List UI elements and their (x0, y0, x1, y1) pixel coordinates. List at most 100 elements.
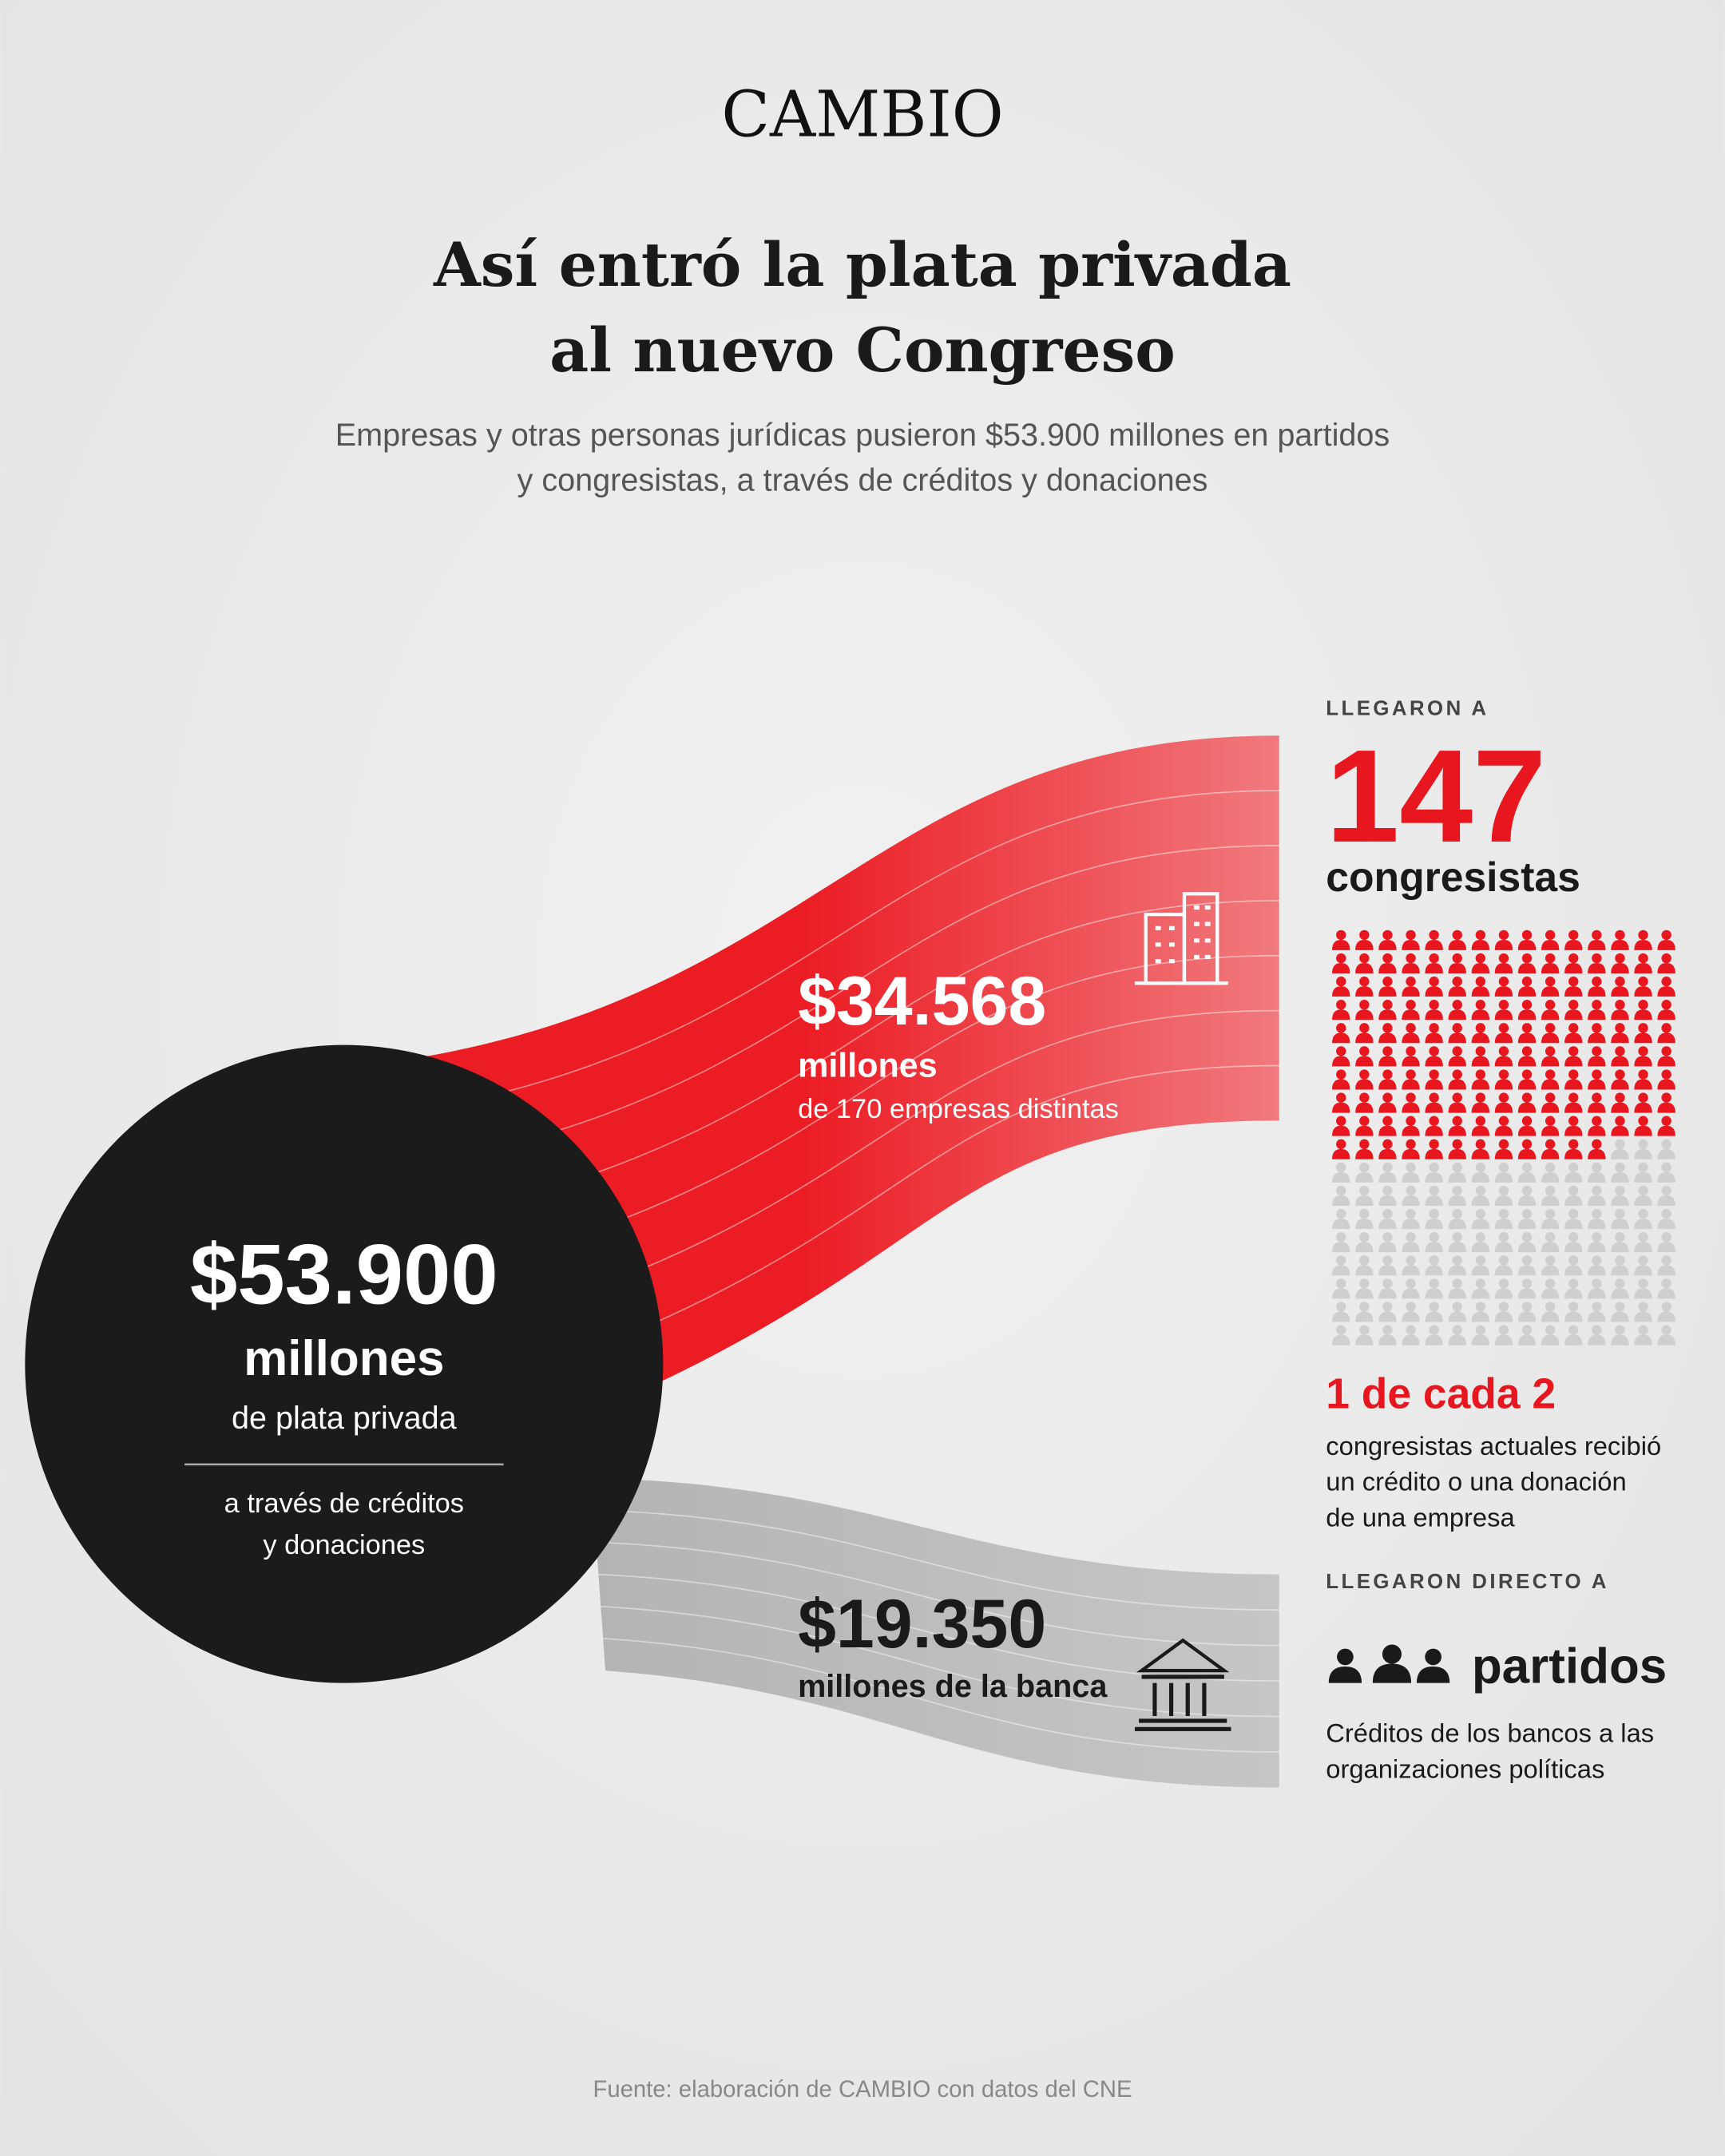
person-head (1545, 1232, 1556, 1242)
person-body (1332, 1311, 1350, 1322)
person-head (1661, 1092, 1671, 1103)
person-head (1638, 1302, 1648, 1312)
person-icon (1564, 1000, 1583, 1021)
congress-label: congresistas (1326, 854, 1580, 900)
person-head (1452, 1325, 1462, 1335)
person-body (1402, 1334, 1420, 1346)
person-icon (1494, 1046, 1513, 1067)
person-body (1494, 963, 1513, 973)
person-icon (1425, 1302, 1443, 1322)
person-icon (1657, 953, 1675, 973)
person-body (1332, 1242, 1350, 1253)
person-head (1498, 1302, 1509, 1312)
person-body (1471, 1148, 1490, 1159)
person-icon (1588, 1069, 1606, 1090)
person-head (1382, 1302, 1393, 1312)
person-body (1611, 986, 1629, 997)
person-head (1336, 1325, 1346, 1335)
person-icon (1611, 1092, 1629, 1113)
person-body (1611, 1148, 1629, 1159)
person-icon (1564, 1185, 1583, 1206)
person-icon (1588, 1302, 1606, 1322)
person-icon (1471, 1302, 1490, 1322)
person-icon (1657, 1302, 1675, 1322)
person-body (1378, 939, 1397, 950)
person-icon (1517, 1000, 1537, 1021)
person-body (1634, 1148, 1652, 1159)
person-body (1634, 939, 1652, 950)
person-body (1564, 1148, 1583, 1159)
person-icon (1588, 1000, 1606, 1021)
person-head (1336, 1278, 1346, 1289)
flow-stripe (603, 1638, 1279, 1753)
person-body (1541, 1334, 1560, 1346)
person-icon (1425, 1255, 1443, 1276)
person-icon (1425, 1069, 1443, 1090)
person-head (1638, 953, 1648, 964)
person-head (1452, 1116, 1462, 1126)
person-body (1355, 1265, 1374, 1276)
person-body (1448, 1009, 1466, 1021)
person-body (1541, 1195, 1560, 1206)
person-head (1545, 1116, 1556, 1126)
person-icon (1448, 1023, 1466, 1044)
person-body (1355, 1056, 1374, 1067)
person-head (1359, 1116, 1370, 1126)
person-body (1425, 1334, 1443, 1346)
person-head (1382, 1069, 1393, 1080)
flow-stripe (589, 1009, 1279, 1290)
flow-stripe (553, 954, 1279, 1244)
person-head (1592, 976, 1602, 987)
person-head (1429, 1325, 1439, 1335)
person-body (1402, 986, 1420, 997)
person-head (1382, 976, 1393, 987)
person-icon (1402, 1139, 1420, 1159)
person-icon (1448, 976, 1466, 997)
person-icon (1657, 1255, 1675, 1276)
flow-stripe (483, 845, 1279, 1152)
person-head (1429, 1046, 1439, 1056)
person-body (1378, 1265, 1397, 1276)
person-body (1611, 1242, 1629, 1253)
person-body (1564, 1311, 1583, 1322)
person-head (1615, 976, 1625, 987)
person-body (1471, 1311, 1490, 1322)
person-icon (1425, 1185, 1443, 1206)
person-body (1517, 963, 1537, 973)
person-head (1568, 1116, 1579, 1126)
person-icon (1494, 1000, 1513, 1021)
person-icon (1448, 1069, 1466, 1090)
person-icon (1378, 1023, 1397, 1044)
person-head (1661, 1232, 1671, 1242)
person-icon (1541, 1000, 1560, 1021)
person-head (1638, 1046, 1648, 1056)
person-head (1336, 929, 1346, 941)
person-head (1661, 1278, 1671, 1289)
person-body (1355, 986, 1374, 997)
person-body (1634, 1219, 1652, 1230)
person-head (1498, 1139, 1509, 1150)
person-head (1382, 1092, 1393, 1103)
person-head (1661, 1302, 1671, 1312)
person-head (1568, 1162, 1579, 1173)
person-head (1359, 1232, 1370, 1242)
person-head (1336, 1302, 1346, 1312)
person-icon (1541, 1116, 1560, 1136)
person-body (1471, 939, 1490, 950)
person-icon (1634, 1208, 1652, 1230)
person-head (1521, 1092, 1533, 1103)
person-body (1611, 963, 1629, 973)
person-icon (1332, 1092, 1350, 1113)
person-icon (1378, 1302, 1397, 1322)
person-body (1494, 1148, 1513, 1159)
person-head (1521, 1000, 1533, 1010)
person-body (1471, 1334, 1490, 1346)
person-icon (1494, 1139, 1513, 1159)
person-head (1592, 1325, 1602, 1335)
person-body (1425, 1125, 1443, 1136)
person-body (1378, 1311, 1397, 1322)
person-head (1475, 1278, 1486, 1289)
person-body (1657, 1032, 1675, 1044)
person-head (1452, 953, 1462, 964)
